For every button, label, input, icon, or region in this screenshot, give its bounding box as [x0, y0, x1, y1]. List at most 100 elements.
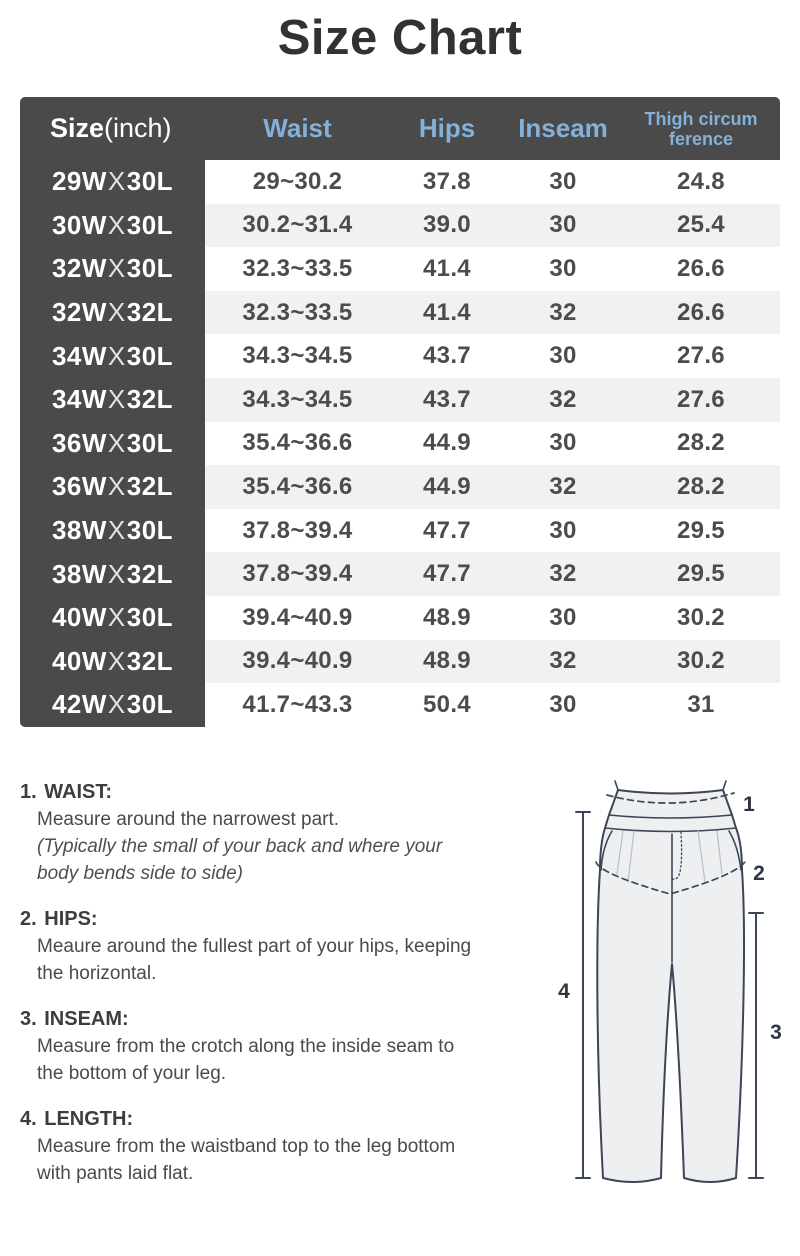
waist-cell: 41.7~43.3 [242, 690, 353, 718]
waist-cell: 32.3~33.5 [242, 254, 353, 282]
diagram-label-waist: 1 [743, 793, 755, 816]
table-row: 29W X 30L 29~30.2 37.8 30 24.8 [20, 160, 780, 204]
table-row: 40W X 32L 39.4~40.9 48.9 32 30.2 [20, 639, 780, 684]
instruction-heading: 1. WAIST: [20, 781, 113, 803]
table-row: 34W X 30L 34.3~34.5 43.7 30 27.6 [20, 334, 780, 378]
size-cell: 29W X 30L [20, 160, 205, 204]
instruction-text: the bottom of your leg. [37, 1063, 227, 1084]
instruction-heading: 2. HIPS: [20, 908, 98, 930]
instruction-text-italic: body bends side to side) [37, 863, 243, 884]
thigh-cell: 29.5 [677, 560, 725, 588]
inseam-cell: 30 [549, 342, 577, 370]
size-cell: 38W X 30L [20, 508, 205, 553]
thigh-cell: 28.2 [677, 429, 725, 457]
table-row: 36W X 30L 35.4~36.6 44.9 30 28.2 [20, 421, 780, 466]
inseam-cell: 32 [549, 560, 577, 588]
instruction-section: 3. INSEAM: Measure from the crotch along … [20, 1006, 548, 1087]
waist-cell: 37.8~39.4 [242, 516, 353, 544]
table-row: 38W X 30L 37.8~39.4 47.7 30 29.5 [20, 508, 780, 553]
size-table-rows: 29W X 30L 29~30.2 37.8 30 24.8 30W X 30L 30.2~31.4… [20, 160, 780, 727]
instruction-text: Measure around the narrowest part. [37, 809, 340, 830]
thigh-cell: 31 [687, 690, 715, 718]
hips-cell: 43.7 [423, 342, 471, 370]
instruction-heading: 3. INSEAM: [20, 1008, 129, 1030]
instruction-section: 4. LENGTH: Measure from the waistband top… [20, 1106, 548, 1187]
inseam-cell: 32 [549, 298, 577, 326]
size-cell: 36W X 30L [20, 421, 205, 466]
hips-cell: 47.7 [423, 560, 471, 588]
instruction-text: Meaure around the fullest part of your h… [37, 936, 472, 957]
inseam-cell: 30 [549, 603, 577, 631]
waist-cell: 34.3~34.5 [242, 342, 353, 370]
inseam-cell: 32 [549, 385, 577, 413]
size-column-header: Size(inch) [20, 113, 205, 144]
diagram-labels: 1 2 3 4 [558, 793, 782, 1044]
table-row: 32W X 30L 32.3~33.5 41.4 30 26.6 [20, 247, 780, 291]
table-row: 40W X 30L 39.4~40.9 48.9 30 30.2 [20, 595, 780, 640]
waist-cell: 29~30.2 [252, 167, 343, 195]
hips-column-header: Hips [418, 113, 476, 143]
waist-cell: 30.2~31.4 [242, 211, 353, 239]
size-cell: 34W X 32L [20, 377, 205, 422]
hips-cell: 39.0 [423, 211, 471, 239]
instruction-text: Measure from the waistband top to the le… [37, 1136, 456, 1157]
thigh-header-line2: ference [668, 128, 734, 149]
size-cell: 40W X 30L [20, 595, 205, 640]
thigh-cell: 30.2 [677, 647, 725, 675]
waist-cell: 32.3~33.5 [242, 298, 353, 326]
size-cell: 38W X 32L [20, 552, 205, 596]
inseam-cell: 30 [549, 690, 577, 718]
thigh-cell: 28.2 [677, 472, 725, 500]
measurement-lines [575, 811, 764, 1179]
waist-cell: 34.3~34.5 [242, 385, 353, 413]
table-row: 32W X 32L 32.3~33.5 41.4 32 26.6 [20, 290, 780, 335]
instruction-text: with pants laid flat. [37, 1163, 194, 1184]
waist-cell: 35.4~36.6 [242, 429, 353, 457]
table-header-row: Size(inch) Waist Hips Inseam Thigh circu… [20, 97, 780, 160]
hips-cell: 43.7 [423, 385, 471, 413]
thigh-cell: 30.2 [677, 603, 725, 631]
thigh-header-line1: Thigh circum [644, 108, 758, 129]
inseam-cell: 30 [549, 429, 577, 457]
waist-column-header: Waist [263, 113, 332, 143]
hips-cell: 44.9 [423, 472, 471, 500]
diagram-label-hips: 2 [753, 862, 765, 885]
table-row: 38W X 32L 37.8~39.4 47.7 32 29.5 [20, 552, 780, 596]
pants-diagram: 1 2 3 4 [558, 780, 782, 1183]
inseam-cell: 32 [549, 647, 577, 675]
waist-cell: 37.8~39.4 [242, 560, 353, 588]
instruction-text-italic: (Typically the small of your back and wh… [37, 836, 443, 857]
thigh-cell: 24.8 [677, 167, 725, 195]
size-header-bold: Size [50, 113, 105, 143]
inseam-cell: 30 [549, 211, 577, 239]
size-cell: 32W X 32L [20, 290, 205, 335]
instruction-text: the horizontal. [37, 963, 157, 984]
size-cell: 32W X 30L [20, 247, 205, 291]
measurement-dashes [595, 792, 747, 895]
pants-outline [596, 780, 745, 1183]
instruction-section: 2. HIPS: Meaure around the fullest part o… [20, 906, 548, 987]
size-table: Size(inch) Waist Hips Inseam Thigh circu… [20, 97, 780, 727]
instruction-heading: 4. LENGTH: [20, 1108, 134, 1130]
inseam-cell: 30 [549, 516, 577, 544]
size-cell: 34W X 30L [20, 334, 205, 378]
waist-cell: 39.4~40.9 [242, 603, 353, 631]
hips-cell: 50.4 [423, 690, 471, 718]
thigh-cell: 26.6 [677, 254, 725, 282]
hips-cell: 41.4 [423, 298, 471, 326]
instruction-text: Measure from the crotch along the inside… [37, 1036, 455, 1057]
waist-cell: 39.4~40.9 [242, 647, 353, 675]
inseam-column-header: Inseam [518, 113, 608, 143]
hips-cell: 37.8 [423, 167, 471, 195]
table-row: 34W X 32L 34.3~34.5 43.7 32 27.6 [20, 377, 780, 422]
diagram-label-inseam: 3 [770, 1021, 782, 1044]
size-cell: 30W X 30L [20, 203, 205, 248]
size-cell: 42W X 30L [20, 683, 205, 727]
inseam-cell: 30 [549, 254, 577, 282]
inseam-cell: 30 [549, 167, 577, 195]
size-cell: 36W X 32L [20, 465, 205, 509]
thigh-cell: 27.6 [677, 385, 725, 413]
size-header-unit: (inch) [104, 113, 172, 143]
table-row: 42W X 30L 41.7~43.3 50.4 30 31 [20, 683, 780, 727]
